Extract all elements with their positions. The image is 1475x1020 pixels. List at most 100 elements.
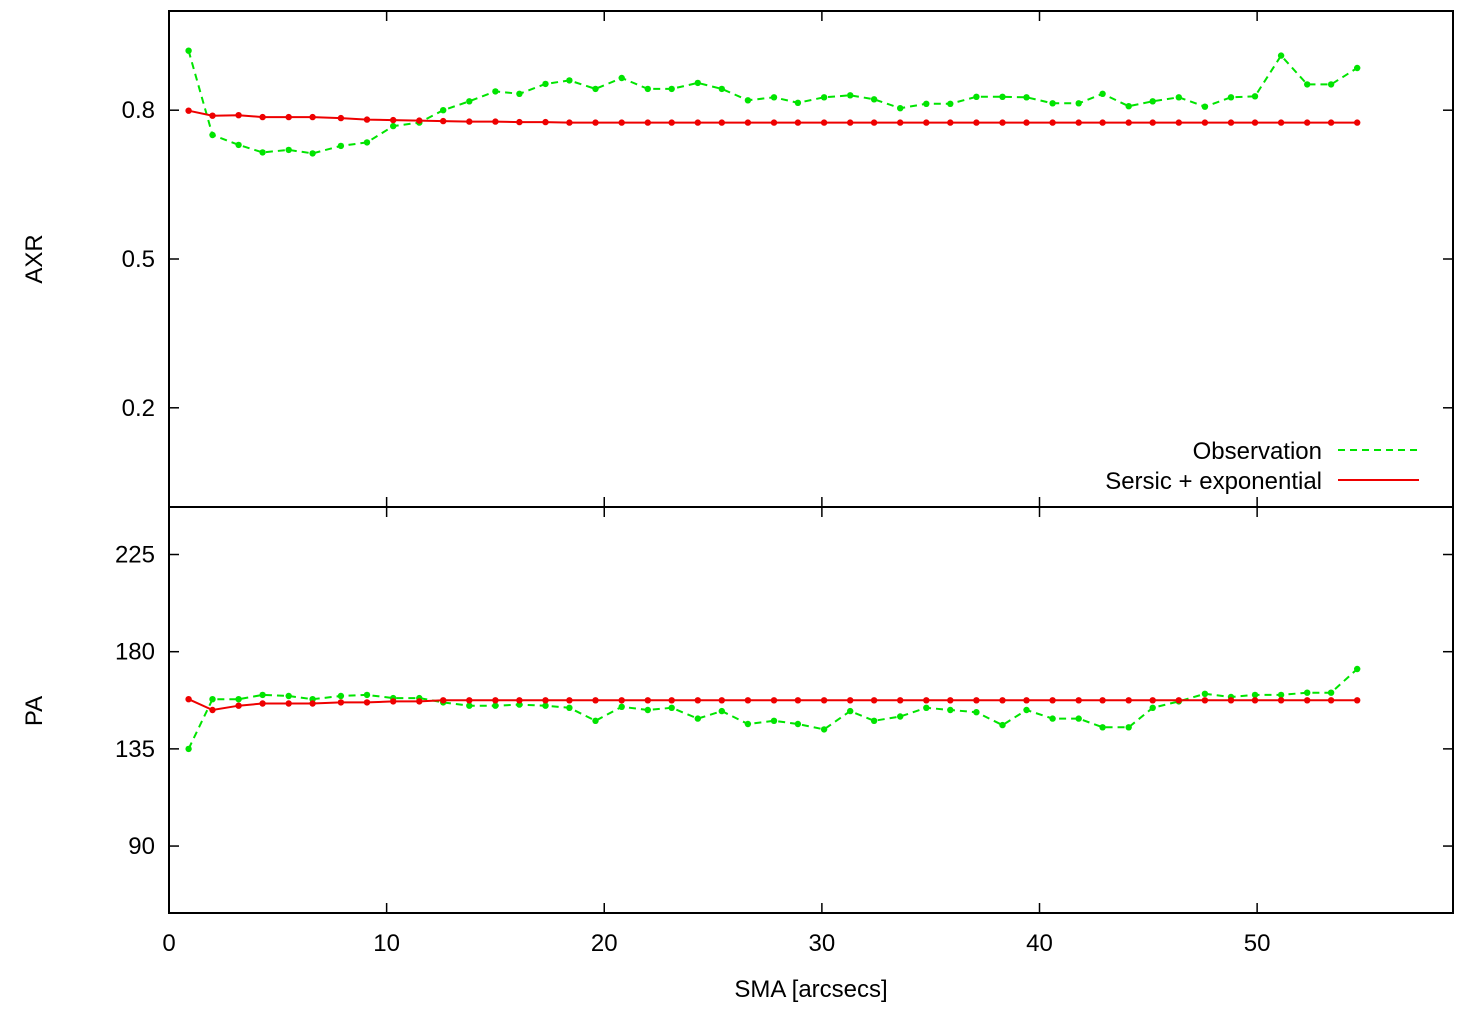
pa-data-point-sersic-exponential: [1099, 697, 1106, 704]
pa-data-point-sersic-exponential: [718, 697, 725, 704]
pa-data-point-sersic-exponential: [1075, 697, 1082, 704]
axr-data-point-observation: [566, 77, 573, 84]
axr-data-point-observation: [644, 85, 651, 93]
x-tick-label: 30: [809, 930, 836, 957]
pa-data-point-sersic-exponential: [416, 698, 423, 705]
pa-data-point-sersic-exponential: [1125, 697, 1132, 704]
axr-data-point-observation: [1277, 52, 1285, 59]
axr-data-point-sersic-exponential: [870, 119, 878, 126]
pa-data-point-sersic-exponential: [1149, 697, 1156, 704]
pa-data-point-sersic-exponential: [870, 697, 878, 704]
pa-data-point-observation: [947, 706, 954, 714]
axr-data-point-sersic-exponential: [1304, 119, 1311, 126]
x-tick-label: 20: [591, 930, 618, 957]
axr-data-point-sersic-exponential: [1277, 119, 1285, 126]
axr-data-point-sersic-exponential: [1149, 119, 1156, 126]
pa-data-point-sersic-exponential: [1354, 697, 1361, 704]
pa-data-point-observation: [668, 704, 675, 711]
axr-data-point-observation: [390, 122, 397, 130]
pa-data-point-sersic-exponential: [820, 697, 828, 704]
pa-data-point-sersic-exponential: [1175, 697, 1183, 704]
pa-data-point-observation: [973, 709, 980, 716]
axr-data-point-observation: [209, 131, 216, 139]
pa-data-point-sersic-exponential: [235, 702, 242, 709]
x-tick-label: 10: [373, 930, 400, 957]
x-axis-label: SMA [arcsecs]: [734, 976, 887, 1003]
axr-data-point-observation: [1304, 81, 1311, 88]
pa-panel: 0 10 20 30 40 50 90 135 180 225: [115, 506, 1454, 957]
axr-data-point-observation: [285, 146, 292, 154]
pa-data-point-observation: [285, 692, 292, 700]
pa-data-point-observation: [1099, 724, 1106, 731]
axr-data-point-observation: [1201, 103, 1209, 110]
pa-data-point-sersic-exponential: [1201, 697, 1209, 704]
pa-data-point-observation: [185, 745, 192, 753]
pa-data-point-sersic-exponential: [744, 697, 752, 704]
axr-data-point-sersic-exponential: [235, 112, 242, 119]
pa-data-point-sersic-exponential: [542, 697, 549, 704]
axr-data-point-sersic-exponential: [542, 118, 549, 126]
pa-data-point-sersic-exponential: [209, 706, 216, 714]
axr-data-point-observation: [973, 93, 980, 101]
axr-data-point-sersic-exponential: [440, 117, 447, 125]
pa-y-tick-label: 180: [115, 639, 155, 666]
axr-data-point-observation: [337, 142, 345, 150]
axr-data-point-observation: [1354, 64, 1361, 72]
pa-data-point-sersic-exponential: [847, 697, 854, 704]
axr-data-point-observation: [1125, 103, 1132, 110]
axr-data-point-observation: [466, 98, 473, 105]
axr-data-point-observation: [694, 79, 701, 87]
pa-data-point-sersic-exponential: [947, 697, 954, 704]
axr-data-point-sersic-exponential: [718, 119, 725, 126]
pa-data-point-sersic-exponential: [492, 697, 499, 704]
axr-data-point-sersic-exponential: [492, 118, 499, 125]
pa-data-point-sersic-exponential: [466, 697, 473, 704]
pa-data-point-sersic-exponential: [618, 697, 625, 704]
axr-data-point-sersic-exponential: [847, 119, 854, 126]
axr-data-point-sersic-exponential: [1049, 119, 1056, 126]
pa-data-point-sersic-exponential: [363, 699, 371, 706]
pa-data-point-sersic-exponential: [309, 700, 316, 707]
axr-data-point-observation: [1251, 93, 1259, 100]
axr-data-point-sersic-exponential: [516, 118, 523, 126]
axr-data-point-observation: [770, 94, 778, 101]
axr-data-point-sersic-exponential: [923, 119, 930, 126]
pa-data-point-sersic-exponential: [1049, 697, 1056, 704]
pa-data-point-observation: [744, 720, 752, 728]
axr-data-point-observation: [592, 85, 599, 93]
pa-data-point-observation: [1327, 689, 1335, 696]
axr-data-point-sersic-exponential: [1227, 119, 1235, 126]
pa-data-point-sersic-exponential: [644, 697, 651, 704]
x-tick-label: 0: [162, 930, 175, 957]
pa-y-tick-label: 90: [128, 833, 155, 860]
axr-data-point-sersic-exponential: [1023, 119, 1030, 126]
axr-data-point-sersic-exponential: [644, 119, 651, 126]
pa-data-point-sersic-exponential: [794, 697, 802, 704]
axr-data-point-sersic-exponential: [466, 118, 473, 125]
pa-data-point-observation: [1049, 715, 1056, 722]
pa-data-point-observation: [235, 696, 242, 703]
pa-y-tick-label: 135: [115, 736, 155, 763]
pa-data-point-observation: [466, 702, 473, 709]
pa-data-point-observation: [770, 717, 778, 724]
axr-data-point-sersic-exponential: [592, 119, 599, 126]
axr-data-point-sersic-exponential: [1201, 119, 1209, 126]
axr-data-point-observation: [1227, 94, 1235, 101]
axr-data-point-sersic-exponential: [337, 114, 345, 122]
pa-y-tick-label: 225: [115, 542, 155, 569]
axr-data-point-sersic-exponential: [209, 112, 216, 119]
pa-data-point-observation: [1075, 715, 1082, 722]
axr-data-point-observation: [897, 105, 904, 112]
axr-data-point-sersic-exponential: [390, 116, 397, 124]
pa-data-point-sersic-exponential: [516, 697, 523, 704]
pa-data-point-sersic-exponential: [973, 697, 980, 704]
pa-plot-frame: [168, 506, 1454, 914]
axr-data-point-sersic-exponential: [566, 119, 573, 126]
axr-data-point-sersic-exponential: [1099, 119, 1106, 126]
pa-data-point-sersic-exponential: [770, 697, 778, 704]
pa-data-point-observation: [618, 703, 625, 710]
axr-data-point-observation: [820, 94, 828, 101]
axr-data-point-sersic-exponential: [259, 113, 266, 121]
axr-data-point-observation: [923, 100, 930, 108]
